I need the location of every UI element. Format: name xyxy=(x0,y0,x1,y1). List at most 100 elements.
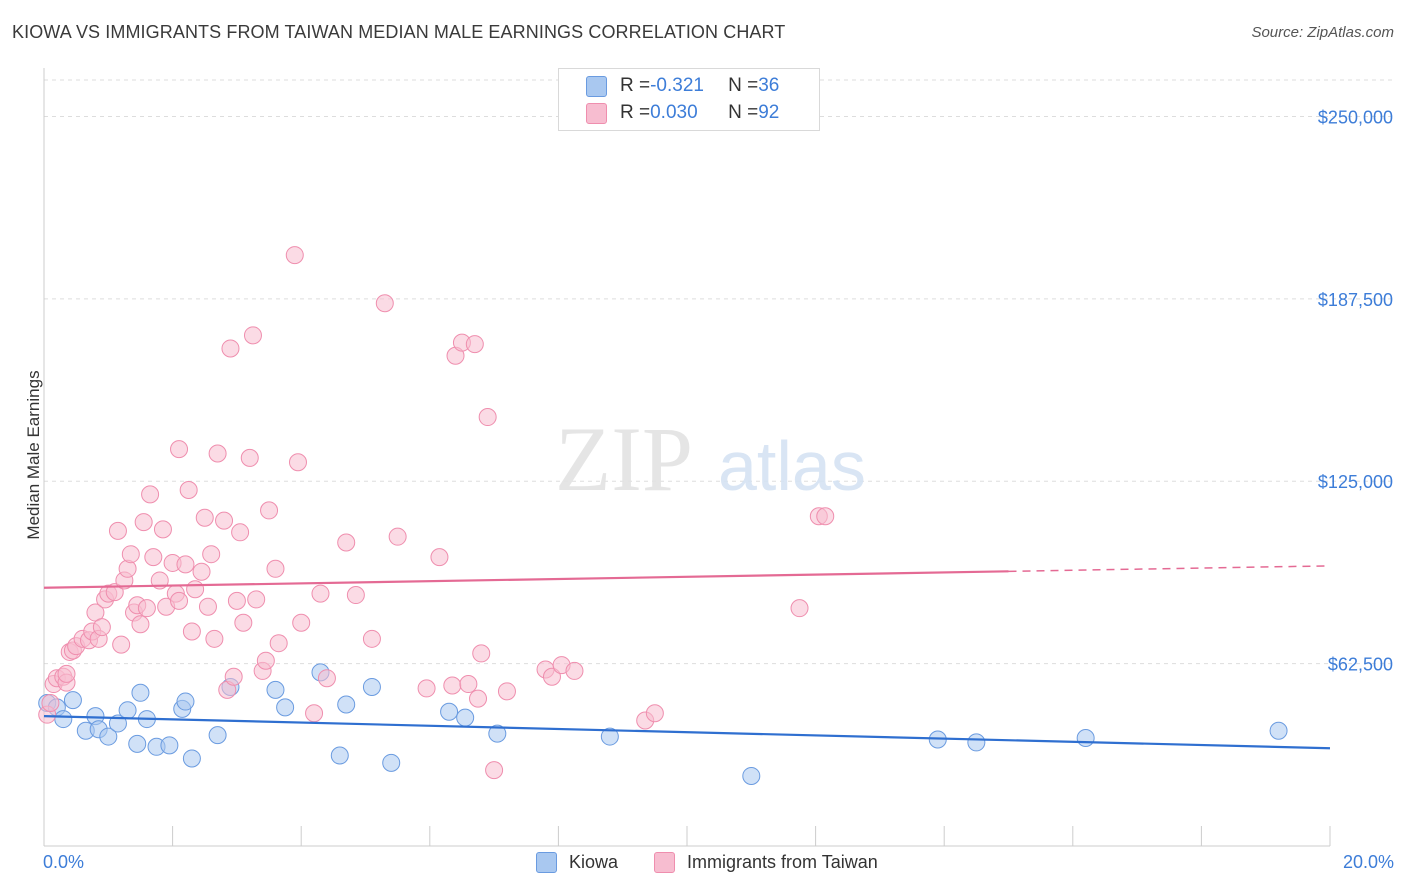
point-kiowa xyxy=(1076,729,1095,748)
trend-lines xyxy=(43,565,1331,750)
point-kiowa xyxy=(266,680,285,699)
point-taiwan xyxy=(224,667,243,686)
point-kiowa xyxy=(456,708,475,727)
y-tick-labels: $62,500 $125,000 $187,500 $250,000 xyxy=(1318,107,1393,674)
chart-title: KIOWA VS IMMIGRANTS FROM TAIWAN MEDIAN M… xyxy=(12,22,786,42)
point-kiowa xyxy=(99,727,118,746)
point-taiwan xyxy=(134,513,153,532)
legend-r-label: R = xyxy=(620,75,651,96)
watermark-zip: ZIP xyxy=(555,408,693,510)
legend-row-kiowa: R = -0.321 N = 36 xyxy=(559,72,779,100)
point-taiwan xyxy=(256,651,275,670)
axes xyxy=(43,68,1331,847)
point-taiwan xyxy=(153,520,172,539)
watermark: ZIP atlas xyxy=(555,408,866,510)
point-taiwan xyxy=(170,440,189,459)
legend-n-value: 36 xyxy=(758,75,780,96)
point-kiowa xyxy=(54,710,73,729)
point-taiwan xyxy=(170,591,189,610)
point-kiowa xyxy=(382,753,401,772)
point-taiwan xyxy=(144,548,163,567)
point-taiwan xyxy=(41,694,60,713)
point-taiwan xyxy=(417,679,436,698)
legend-n-label: N = xyxy=(728,75,759,96)
point-taiwan xyxy=(542,667,561,686)
point-kiowa xyxy=(967,733,986,752)
trend-line-taiwan-dashed xyxy=(1008,565,1331,573)
point-kiowa xyxy=(1269,721,1288,740)
point-taiwan xyxy=(645,704,664,723)
point-taiwan xyxy=(131,615,150,634)
point-taiwan xyxy=(375,294,394,313)
series-legend-kiowa: Kiowa xyxy=(536,852,618,873)
x-tick-label-min: 0.0% xyxy=(43,852,85,872)
point-taiwan xyxy=(565,661,584,680)
legend-r-value: 0.030 xyxy=(650,102,698,123)
point-taiwan xyxy=(105,583,124,602)
point-taiwan xyxy=(285,246,304,265)
stats-legend: R = -0.321 N = 36 R = 0.030 N = 92 xyxy=(558,68,820,131)
legend-row-taiwan: R = 0.030 N = 92 xyxy=(559,99,779,127)
point-taiwan xyxy=(443,676,462,695)
point-taiwan xyxy=(465,335,484,354)
point-taiwan xyxy=(118,559,137,578)
point-taiwan xyxy=(288,453,307,472)
point-taiwan xyxy=(112,635,131,654)
point-kiowa xyxy=(337,695,356,714)
point-taiwan xyxy=(231,523,250,542)
point-kiowa xyxy=(742,766,761,785)
point-kiowa xyxy=(118,701,137,720)
x-tick-label-max: 20.0% xyxy=(1342,852,1394,872)
watermark-atlas: atlas xyxy=(718,427,866,505)
point-taiwan xyxy=(205,629,224,648)
series-legend-kiowa-swatch xyxy=(536,852,557,873)
point-taiwan xyxy=(234,613,253,632)
point-taiwan xyxy=(337,533,356,552)
point-taiwan xyxy=(198,597,217,616)
point-taiwan xyxy=(346,586,365,605)
point-kiowa xyxy=(488,724,507,743)
source-label: Source: ZipAtlas.com xyxy=(1251,24,1394,41)
point-taiwan xyxy=(247,590,266,609)
y-tick-label: $250,000 xyxy=(1318,107,1393,127)
point-taiwan xyxy=(215,511,234,530)
point-taiwan xyxy=(192,562,211,581)
point-kiowa xyxy=(276,698,295,717)
point-taiwan xyxy=(141,485,160,504)
point-taiwan xyxy=(208,444,227,463)
point-kiowa xyxy=(63,691,82,710)
point-kiowa xyxy=(160,736,179,755)
point-taiwan xyxy=(202,545,221,564)
point-kiowa xyxy=(208,726,227,745)
y-tick-label: $187,500 xyxy=(1318,290,1393,310)
data-points xyxy=(38,246,1288,785)
legend-r-value: -0.321 xyxy=(650,75,704,96)
legend-swatch-kiowa xyxy=(586,75,607,97)
point-taiwan xyxy=(388,527,407,546)
series-legend-taiwan-label: Immigrants from Taiwan xyxy=(687,852,878,872)
point-taiwan xyxy=(430,548,449,567)
y-tick-label: $62,500 xyxy=(1328,655,1393,675)
point-kiowa xyxy=(176,692,195,711)
point-kiowa xyxy=(131,683,150,702)
point-kiowa xyxy=(182,749,201,768)
point-taiwan xyxy=(195,508,214,527)
point-taiwan xyxy=(186,580,205,599)
legend-n-value: 92 xyxy=(758,102,780,123)
point-taiwan xyxy=(92,618,111,637)
point-taiwan xyxy=(311,584,330,603)
point-taiwan xyxy=(176,555,195,574)
legend-n-label: N = xyxy=(728,102,759,123)
point-taiwan xyxy=(137,599,156,618)
y-tick-label: $125,000 xyxy=(1318,472,1393,492)
trend-line-kiowa xyxy=(43,715,1331,750)
point-taiwan xyxy=(269,634,288,653)
point-taiwan xyxy=(182,622,201,641)
point-taiwan xyxy=(485,761,504,780)
point-kiowa xyxy=(330,746,349,765)
legend-r-label: R = xyxy=(620,102,651,123)
point-taiwan xyxy=(240,448,259,467)
point-taiwan xyxy=(472,644,491,663)
point-taiwan xyxy=(478,408,497,427)
